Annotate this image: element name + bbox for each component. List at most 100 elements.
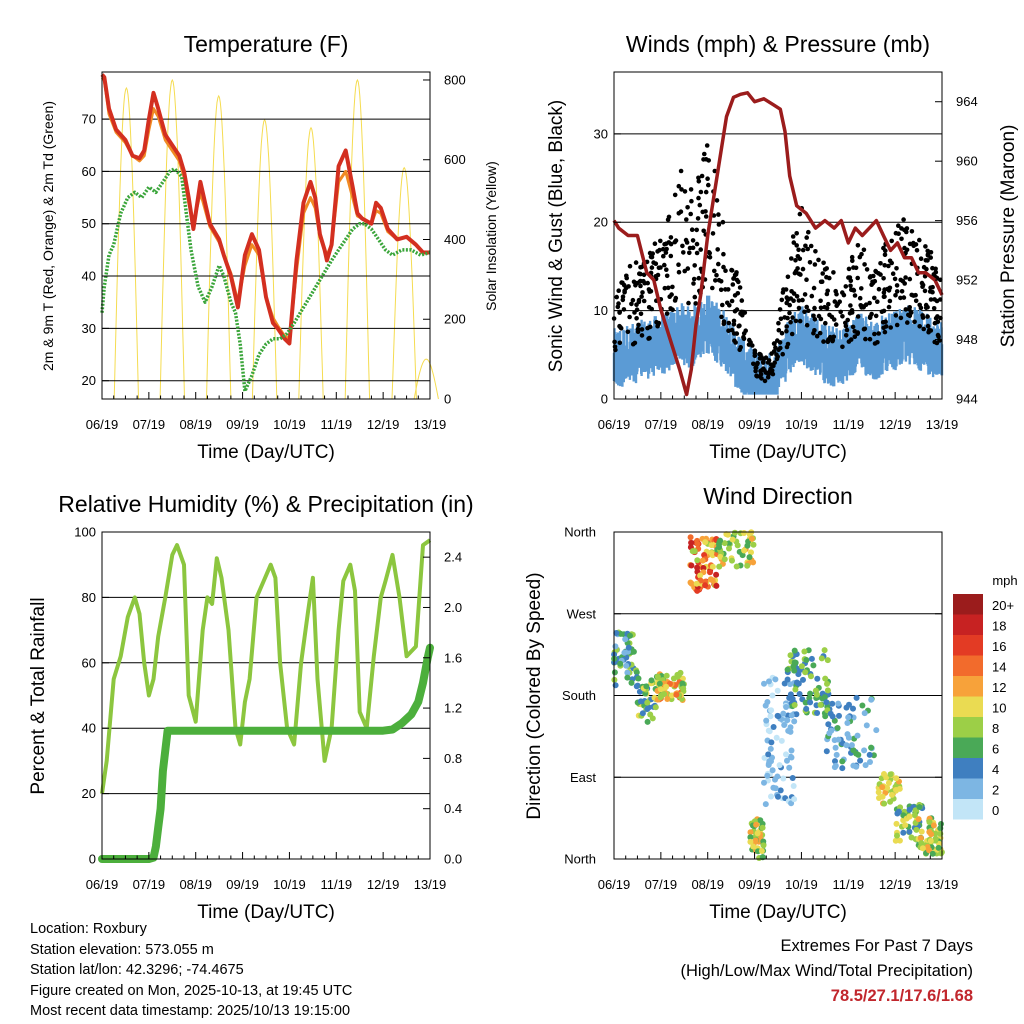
direction-point xyxy=(761,680,767,687)
direction-point xyxy=(876,795,882,801)
gust-point xyxy=(639,327,645,332)
direction-point xyxy=(723,531,730,538)
gust-point xyxy=(840,290,845,295)
y2-tick-label: 400 xyxy=(444,232,466,247)
gust-point xyxy=(903,307,909,312)
gust-point xyxy=(747,337,752,343)
x-tick-label: 10/19 xyxy=(273,877,306,892)
gust-point xyxy=(903,275,908,280)
direction-point xyxy=(762,801,769,808)
gust-point xyxy=(896,223,901,228)
direction-point xyxy=(843,704,850,711)
direction-point xyxy=(691,548,698,555)
direction-point xyxy=(757,817,764,824)
gust-point xyxy=(899,236,904,242)
y2-tick-label: 956 xyxy=(956,213,978,228)
gust-point xyxy=(694,241,700,247)
gust-point xyxy=(924,266,929,272)
direction-point xyxy=(787,728,794,735)
gust-point xyxy=(889,260,894,266)
gust-point xyxy=(784,295,790,300)
legend-swatch xyxy=(953,778,983,799)
gust-point xyxy=(838,309,843,315)
direction-point xyxy=(927,838,934,844)
direction-point xyxy=(827,710,834,717)
gust-point xyxy=(777,340,783,345)
gust-point xyxy=(853,265,859,271)
direction-point xyxy=(693,580,700,587)
gust-point xyxy=(689,227,695,232)
gust-point xyxy=(663,250,669,255)
gust-point xyxy=(681,250,686,255)
direction-point xyxy=(697,572,704,579)
direction-point xyxy=(628,679,635,686)
direction-point xyxy=(739,552,746,559)
gust-point xyxy=(804,235,809,240)
gust-point xyxy=(638,278,643,284)
gust-point xyxy=(694,250,700,256)
gust-point xyxy=(692,294,698,300)
gust-point xyxy=(726,328,731,334)
gust-point xyxy=(729,298,735,304)
gust-point xyxy=(731,322,737,327)
gust-point xyxy=(795,266,800,271)
x-tick-label: 08/19 xyxy=(691,877,724,892)
gust-point xyxy=(768,362,774,368)
gust-point xyxy=(932,339,937,345)
gust-point xyxy=(831,270,836,275)
direction-point xyxy=(859,702,866,709)
direction-point xyxy=(883,774,890,781)
gust-point xyxy=(859,286,864,291)
gust-point xyxy=(632,340,638,346)
x-tick-label: 06/19 xyxy=(86,417,119,432)
gust-point xyxy=(712,268,717,274)
gust-point xyxy=(848,278,854,284)
direction-point xyxy=(752,837,759,844)
extremes-heading: Extremes For Past 7 Days xyxy=(780,937,973,955)
direction-point xyxy=(664,696,671,702)
gust-point xyxy=(920,284,925,290)
gust-point xyxy=(881,245,886,251)
humidity-plot-frame xyxy=(101,531,431,860)
gust-point xyxy=(617,340,623,346)
direction-point xyxy=(786,764,793,771)
direction-point xyxy=(780,710,787,717)
direction-point xyxy=(790,783,797,789)
x-tick-label: 12/19 xyxy=(367,877,400,892)
direction-point xyxy=(895,808,902,815)
direction-point xyxy=(621,649,628,656)
direction-point xyxy=(774,687,781,694)
direction-point xyxy=(623,662,630,669)
solar-y-label: Solar Insolation (Yellow) xyxy=(483,161,499,311)
gust-point xyxy=(868,274,873,279)
gust-point xyxy=(685,266,691,271)
gust-point xyxy=(873,313,879,319)
gust-point xyxy=(811,285,817,291)
legend-label: 0 xyxy=(992,803,999,818)
direction-point xyxy=(894,832,900,839)
direction-point xyxy=(808,673,814,680)
direction-point xyxy=(765,751,772,758)
gust-point xyxy=(794,231,799,236)
direction-point xyxy=(885,780,892,786)
gust-point xyxy=(893,293,898,298)
gust-point xyxy=(825,338,831,344)
gust-point xyxy=(927,289,933,294)
gust-point xyxy=(696,195,701,201)
gust-point xyxy=(848,283,853,289)
direction-point xyxy=(845,714,852,721)
gust-point xyxy=(707,254,713,260)
gust-point xyxy=(653,274,659,279)
humidity-x-label: Time (Day/UTC) xyxy=(197,902,335,923)
direction-point xyxy=(639,710,646,717)
direction-point xyxy=(753,821,760,828)
direction-point xyxy=(748,535,755,542)
direction-point xyxy=(789,775,796,781)
direction-point xyxy=(873,727,880,734)
gust-point xyxy=(649,254,655,260)
y-tick-label: 0 xyxy=(601,392,608,407)
gust-point xyxy=(921,326,926,332)
gust-point xyxy=(630,297,636,303)
direction-point xyxy=(868,696,875,703)
direction-point xyxy=(694,557,701,564)
